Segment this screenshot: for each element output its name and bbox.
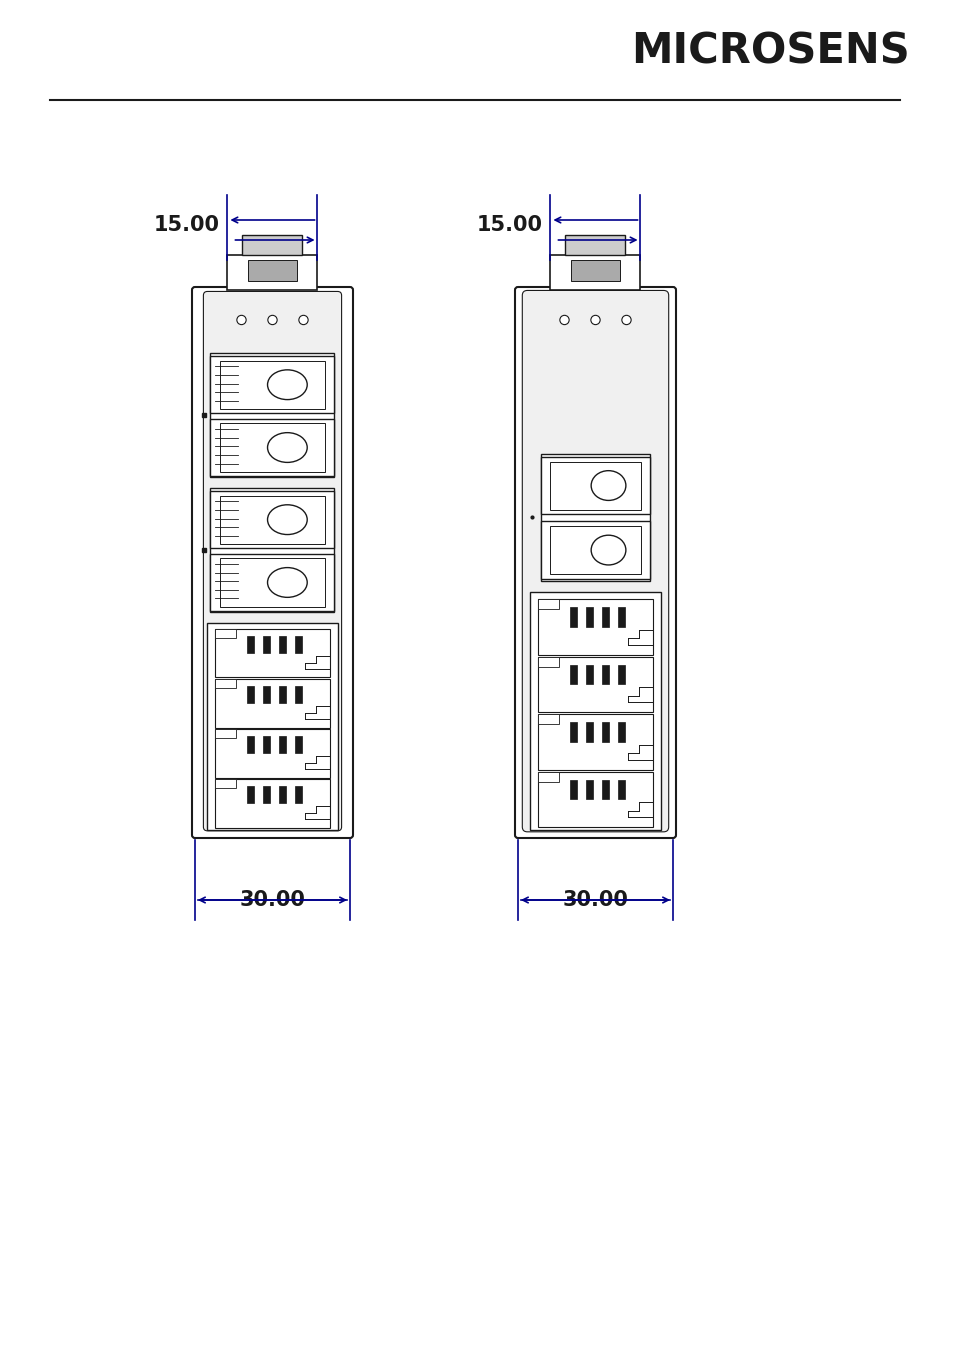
Bar xyxy=(215,729,330,778)
Bar xyxy=(247,786,253,803)
Bar xyxy=(601,666,609,684)
Circle shape xyxy=(621,316,631,324)
Text: 30.00: 30.00 xyxy=(562,890,628,910)
Bar xyxy=(247,636,253,653)
Bar xyxy=(215,629,235,637)
Bar xyxy=(220,559,324,606)
Text: 30.00: 30.00 xyxy=(239,890,305,910)
Bar xyxy=(215,629,330,678)
Bar xyxy=(586,780,593,799)
Bar xyxy=(540,521,649,579)
Bar xyxy=(279,636,286,653)
Bar xyxy=(220,360,324,409)
Bar xyxy=(227,255,317,290)
Bar xyxy=(537,656,652,713)
Bar xyxy=(570,261,619,281)
Bar xyxy=(295,736,302,753)
Bar xyxy=(215,779,330,828)
Bar xyxy=(215,679,235,687)
Bar xyxy=(279,736,286,753)
Bar xyxy=(295,686,302,703)
Bar xyxy=(570,780,577,799)
Bar xyxy=(295,636,302,653)
Ellipse shape xyxy=(591,471,625,501)
FancyBboxPatch shape xyxy=(192,288,353,838)
Bar xyxy=(207,622,337,829)
Bar xyxy=(618,666,624,684)
FancyBboxPatch shape xyxy=(521,290,668,832)
Bar xyxy=(211,487,335,612)
Bar xyxy=(295,786,302,803)
Bar xyxy=(601,722,609,742)
Bar xyxy=(220,495,324,544)
Bar xyxy=(601,608,609,626)
Bar xyxy=(263,786,270,803)
Bar xyxy=(263,686,270,703)
Bar xyxy=(211,418,335,477)
Circle shape xyxy=(559,316,569,324)
Bar xyxy=(570,722,577,742)
Bar xyxy=(537,714,652,770)
Bar xyxy=(549,526,640,574)
Bar xyxy=(220,424,324,471)
Bar xyxy=(618,722,624,742)
Bar xyxy=(570,666,577,684)
Bar xyxy=(279,786,286,803)
Bar xyxy=(586,722,593,742)
Bar xyxy=(618,608,624,626)
Text: MICROSENS: MICROSENS xyxy=(631,31,909,73)
Bar xyxy=(211,356,335,413)
Bar xyxy=(279,686,286,703)
Bar xyxy=(601,780,609,799)
FancyBboxPatch shape xyxy=(515,288,676,838)
Bar xyxy=(565,235,625,255)
Bar xyxy=(263,736,270,753)
Bar xyxy=(211,352,335,477)
Bar xyxy=(537,772,652,828)
Bar xyxy=(618,780,624,799)
Bar xyxy=(586,666,593,684)
Bar xyxy=(247,686,253,703)
Bar xyxy=(247,736,253,753)
Bar xyxy=(248,261,297,281)
Bar xyxy=(586,608,593,626)
Bar xyxy=(215,679,330,728)
Bar xyxy=(540,454,649,580)
Bar xyxy=(570,608,577,626)
Bar xyxy=(215,779,235,788)
Text: 15.00: 15.00 xyxy=(476,215,542,235)
Ellipse shape xyxy=(591,535,625,564)
FancyBboxPatch shape xyxy=(203,292,341,830)
Bar xyxy=(537,656,558,667)
Bar xyxy=(530,591,659,829)
Bar xyxy=(537,714,558,724)
Bar xyxy=(537,599,558,609)
Text: 15.00: 15.00 xyxy=(153,215,219,235)
Bar xyxy=(550,255,639,290)
Bar xyxy=(537,772,558,782)
Bar xyxy=(549,462,640,509)
Bar xyxy=(211,554,335,612)
Ellipse shape xyxy=(267,505,307,535)
Circle shape xyxy=(268,316,277,324)
Ellipse shape xyxy=(267,567,307,597)
Circle shape xyxy=(298,316,308,324)
Ellipse shape xyxy=(267,370,307,400)
Ellipse shape xyxy=(267,432,307,463)
Bar xyxy=(540,456,649,514)
Bar xyxy=(242,235,302,255)
Circle shape xyxy=(236,316,246,324)
Bar xyxy=(211,491,335,548)
Bar xyxy=(537,599,652,655)
Bar xyxy=(263,636,270,653)
Circle shape xyxy=(590,316,599,324)
Bar xyxy=(215,729,235,737)
